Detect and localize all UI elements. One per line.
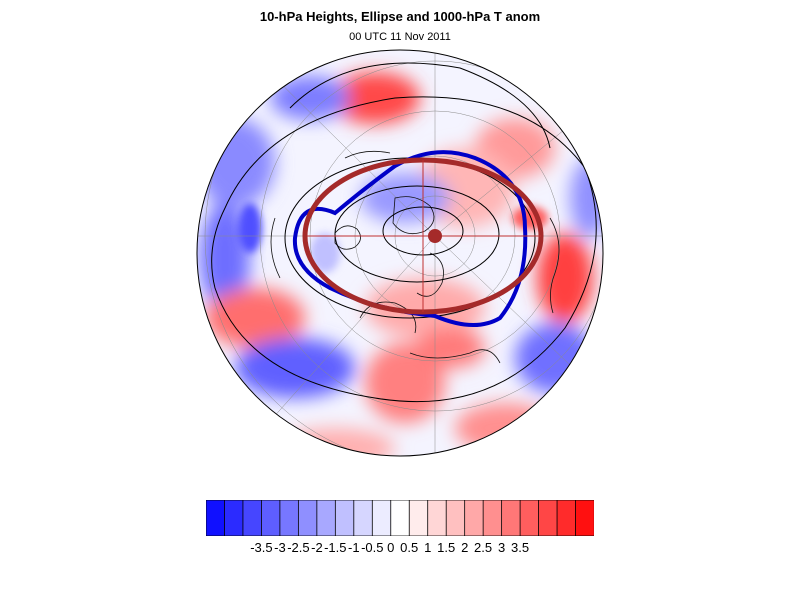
chart-title: 10-hPa Heights, Ellipse and 1000-hPa T a… <box>259 9 541 24</box>
colorbar-swatch <box>261 500 281 536</box>
colorbar-ticks: -3.5 -3 -2.5 -2 -1.5 -1 -0.5 0 0.5 1 1.5 2 2.5 3 3.5 <box>0 540 800 560</box>
colorbar-swatch <box>224 500 244 536</box>
colorbar-swatch <box>242 500 263 536</box>
colorbar-tick-label: 3 <box>497 540 506 555</box>
colorbar-swatch <box>556 500 577 536</box>
colorbar-tick-label: -3.5 <box>250 540 273 555</box>
colorbar <box>206 500 594 536</box>
temperature-anomaly-field <box>197 72 603 456</box>
chart-subtitle: 00 UTC 11 Nov 2011 <box>349 31 451 43</box>
colorbar-swatch <box>206 500 226 536</box>
colorbar-tick-label: -0.5 <box>361 540 384 555</box>
polar-map <box>196 49 604 457</box>
colorbar-swatch <box>519 500 540 536</box>
colorbar-swatch <box>316 500 337 536</box>
colorbar-tick-label: -1 <box>348 540 360 555</box>
colorbar-swatch <box>427 500 447 536</box>
colorbar-tick-label: -1.5 <box>324 540 347 555</box>
colorbar-tick-label: 1 <box>424 540 432 555</box>
colorbar-swatch <box>575 500 594 536</box>
colorbar-swatch <box>464 500 484 536</box>
colorbar-swatch <box>297 500 318 536</box>
colorbar-swatch <box>371 500 392 536</box>
coastlines <box>270 150 560 364</box>
colorbar-tick-label: 2.5 <box>474 540 493 555</box>
ellipse-axes <box>307 160 541 312</box>
colorbar-swatch <box>538 500 558 536</box>
colorbar-tick-label: 0 <box>387 540 395 555</box>
colorbar-tick-label: 1.5 <box>437 540 456 555</box>
colorbar-swatch <box>390 500 410 536</box>
globe-outline <box>196 49 604 457</box>
vortex-center <box>428 229 442 243</box>
colorbar-swatch <box>353 500 373 536</box>
colorbar-tick-label: -3 <box>274 540 286 555</box>
colorbar-tick-label: 3.5 <box>511 540 530 555</box>
colorbar-tick-label: 2 <box>461 540 469 555</box>
colorbar-swatch <box>445 500 466 536</box>
colorbar-swatch <box>408 500 429 536</box>
colorbar-swatch <box>482 500 503 536</box>
colorbar-swatch <box>279 500 300 536</box>
colorbar-swatch <box>334 500 355 536</box>
colorbar-tick-label: -2.5 <box>287 540 310 555</box>
colorbar-tick-label: -2 <box>311 540 323 555</box>
colorbar-swatch <box>501 500 521 536</box>
colorbar-tick-label: 0.5 <box>400 540 419 555</box>
